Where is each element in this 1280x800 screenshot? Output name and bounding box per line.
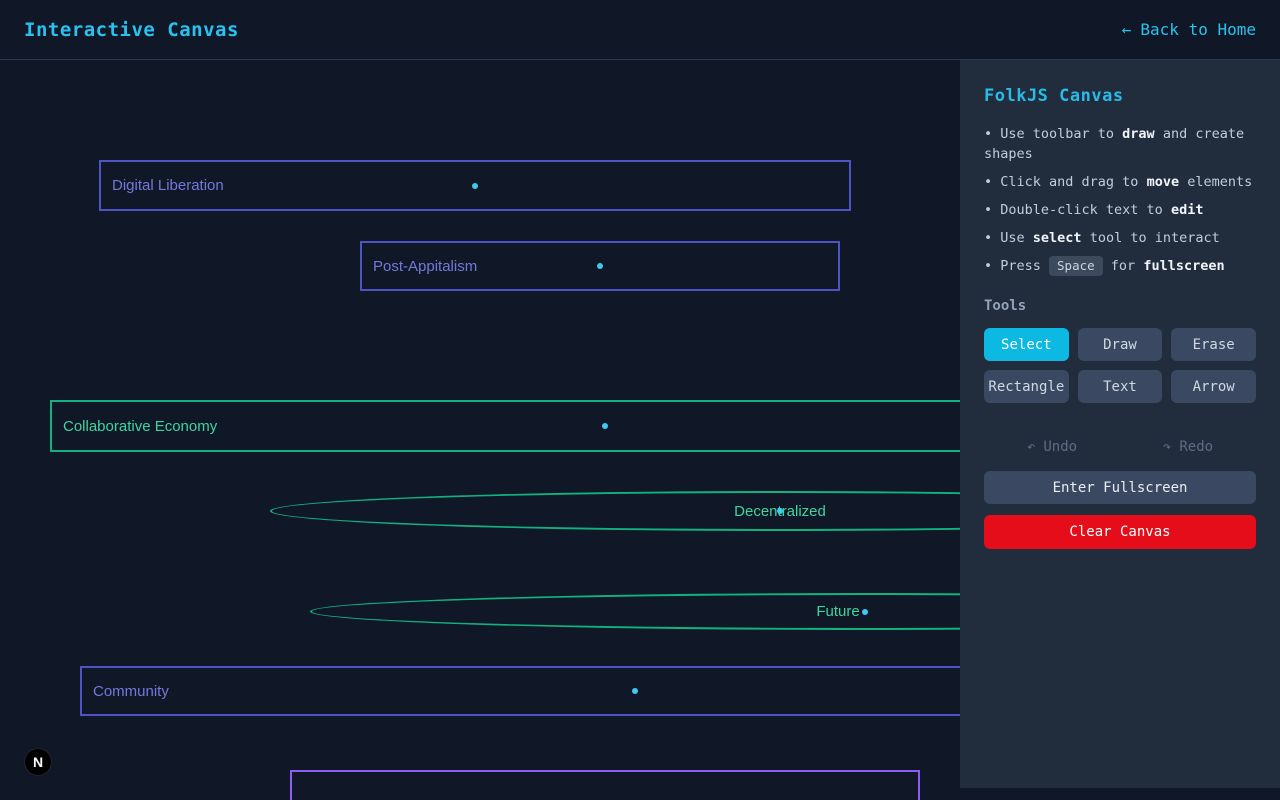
shape-handle-dot[interactable] [472, 182, 478, 189]
instructions-list: • Use toolbar to draw and create shapes … [984, 124, 1256, 276]
instruction-edit: • Double-click text to edit [984, 202, 1204, 218]
shape-label[interactable]: Future [816, 603, 860, 620]
canvas-shape-bottom-partial[interactable] [290, 770, 920, 800]
space-key-badge: Space [1049, 256, 1103, 276]
tool-text-button[interactable]: Text [1077, 370, 1163, 403]
redo-icon: ↷ [1162, 439, 1172, 455]
shape-handle-dot[interactable] [862, 608, 868, 615]
shape-label[interactable]: Digital Liberation [112, 177, 224, 194]
shape-handle-dot[interactable] [777, 508, 783, 514]
back-arrow-icon: ← [1121, 20, 1132, 39]
shape-label[interactable]: Community [93, 682, 169, 700]
enter-fullscreen-button[interactable]: Enter Fullscreen [984, 471, 1256, 504]
canvas-shape-future[interactable]: Future [310, 593, 1280, 630]
tool-arrow-button[interactable]: Arrow [1171, 370, 1256, 403]
instruction-draw: • Use toolbar to draw and create shapes [984, 126, 1245, 162]
page-title: Interactive Canvas [24, 18, 239, 41]
clear-canvas-button[interactable]: Clear Canvas [984, 515, 1256, 549]
undo-icon: ↶ [1026, 439, 1036, 455]
back-to-home-label: Back to Home [1140, 20, 1256, 39]
canvas-shape-decentralized[interactable]: Decentralized [270, 491, 1280, 531]
tool-grid: Select Draw Erase Rectangle Text Arrow [984, 328, 1256, 403]
shape-handle-dot[interactable] [597, 263, 603, 269]
sidebar-panel: FolkJS Canvas • Use toolbar to draw and … [960, 60, 1280, 788]
shape-handle-dot[interactable] [602, 423, 608, 429]
tool-select-button[interactable]: Select [984, 328, 1069, 361]
instruction-move: • Click and drag to move elements [984, 174, 1253, 190]
redo-button[interactable]: ↷ Redo [1120, 439, 1256, 455]
tool-rectangle-button[interactable]: Rectangle [984, 370, 1069, 403]
redo-label: Redo [1179, 439, 1214, 455]
undo-button[interactable]: ↶ Undo [984, 439, 1120, 455]
instruction-select: • Use select tool to interact [984, 230, 1220, 246]
header: Interactive Canvas ← Back to Home [0, 0, 1280, 60]
back-to-home-link[interactable]: ← Back to Home [1122, 20, 1256, 39]
nextjs-logo-button[interactable]: N [24, 748, 52, 776]
sidebar-title: FolkJS Canvas [984, 86, 1124, 106]
n-logo-letter: N [32, 754, 44, 770]
shape-label[interactable]: Collaborative Economy [63, 417, 218, 435]
undo-label: Undo [1043, 439, 1078, 455]
shape-handle-dot[interactable] [632, 688, 638, 694]
shape-label[interactable]: Post-Appitalism [373, 257, 478, 275]
instruction-fullscreen: • Press Space for fullscreen [984, 256, 1225, 276]
tools-section-label: Tools [984, 298, 1027, 314]
tool-draw-button[interactable]: Draw [1077, 328, 1163, 361]
history-controls: ↶ Undo ↷ Redo [984, 439, 1256, 455]
canvas-shape-post-appitalism[interactable]: Post-Appitalism [360, 241, 840, 291]
tool-erase-button[interactable]: Erase [1171, 328, 1256, 361]
canvas-shape-digital-liberation[interactable]: Digital Liberation [99, 160, 851, 211]
